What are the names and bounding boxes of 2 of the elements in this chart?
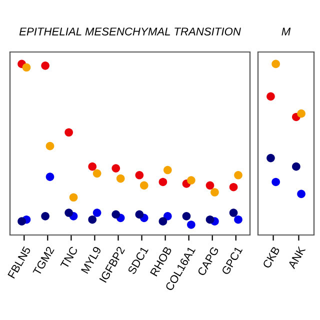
chart-title: EPITHELIAL MESENCHYMAL TRANSITION — [19, 28, 241, 36]
chart-title: M — [282, 28, 291, 36]
